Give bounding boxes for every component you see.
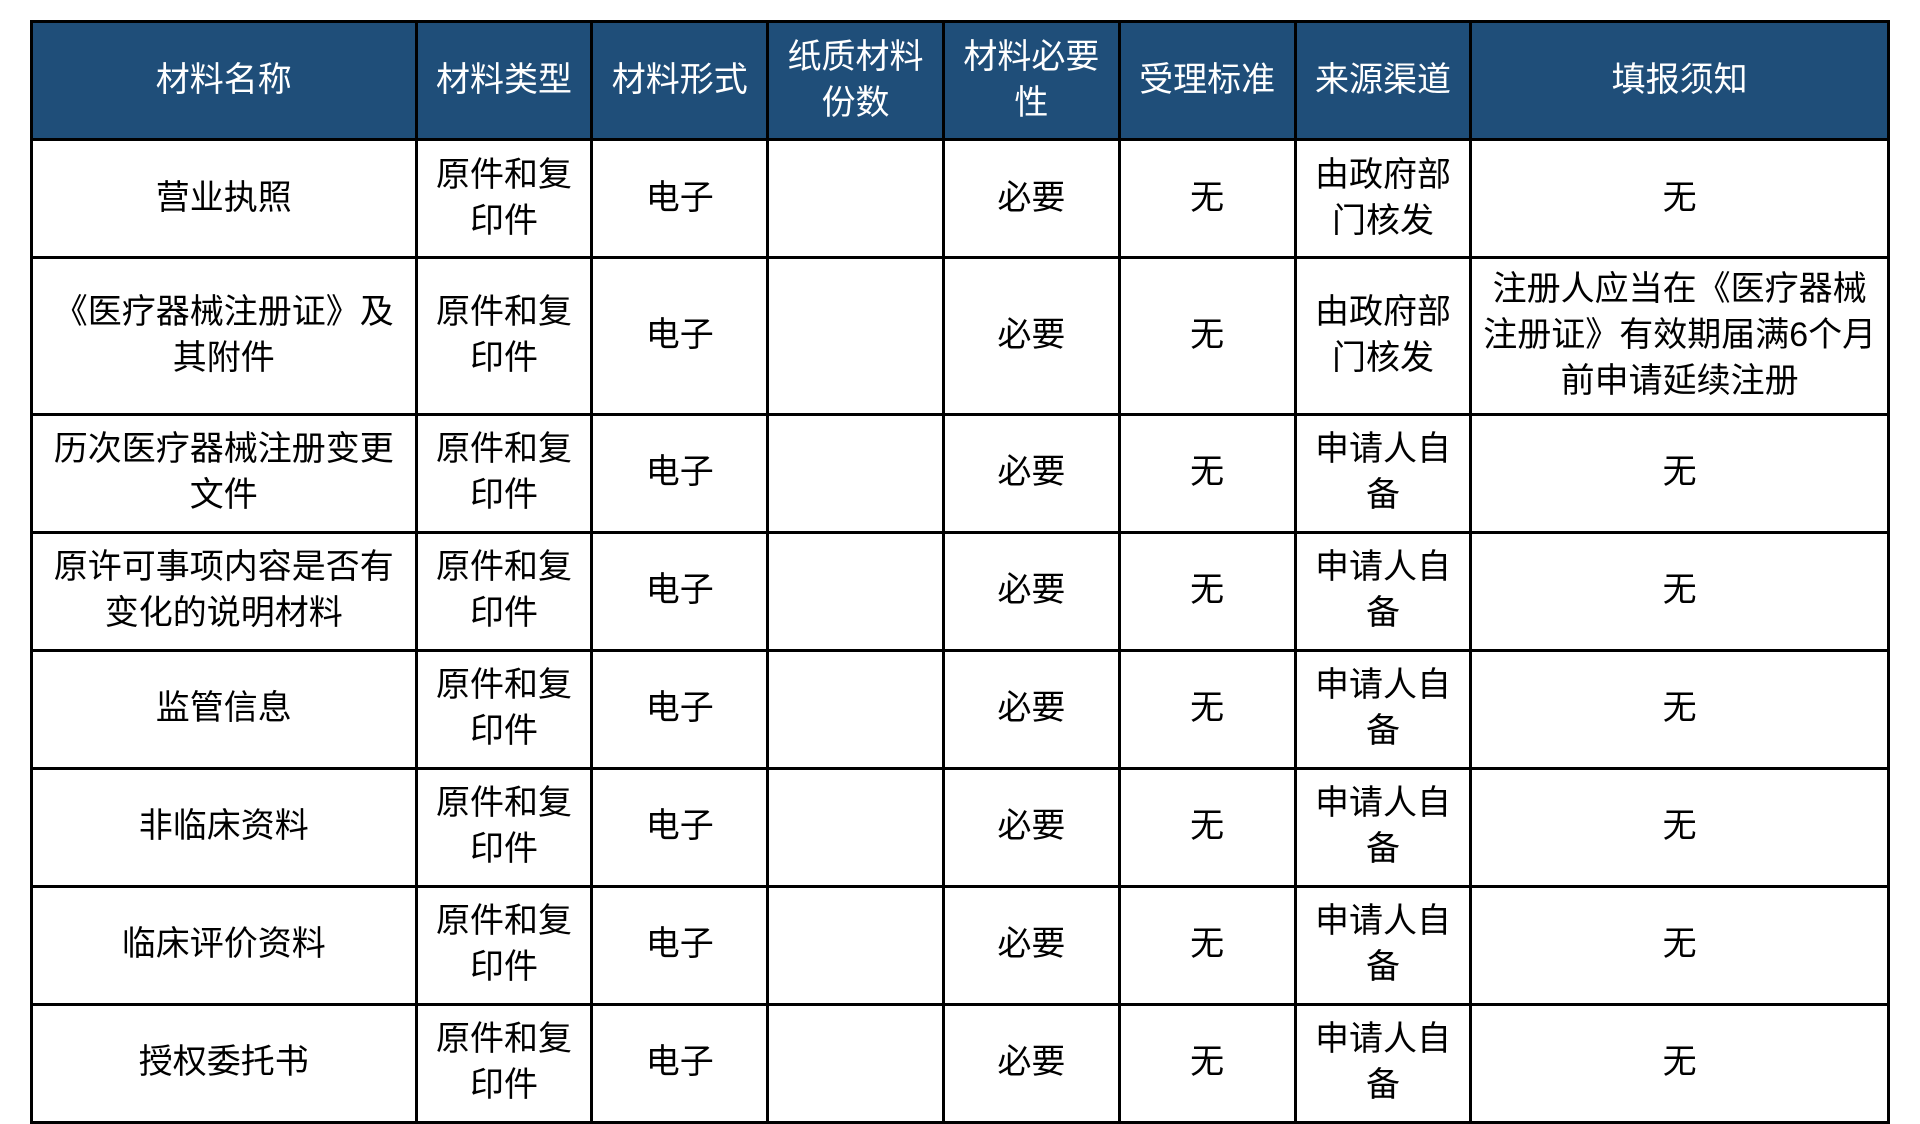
cell-name: 临床评价资料 [32, 886, 417, 1004]
cell-source: 申请人自备 [1295, 886, 1471, 1004]
cell-necessity: 必要 [943, 886, 1119, 1004]
materials-table: 材料名称 材料类型 材料形式 纸质材料份数 材料必要性 受理标准 来源渠道 填报… [30, 20, 1890, 1124]
cell-notice: 无 [1471, 1004, 1889, 1122]
cell-necessity: 必要 [943, 768, 1119, 886]
cell-copies [768, 258, 944, 415]
cell-necessity: 必要 [943, 414, 1119, 532]
cell-standard: 无 [1119, 650, 1295, 768]
cell-standard: 无 [1119, 886, 1295, 1004]
cell-source: 申请人自备 [1295, 1004, 1471, 1122]
cell-name: 非临床资料 [32, 768, 417, 886]
cell-form: 电子 [592, 1004, 768, 1122]
cell-standard: 无 [1119, 258, 1295, 415]
cell-necessity: 必要 [943, 532, 1119, 650]
cell-source: 申请人自备 [1295, 414, 1471, 532]
cell-type: 原件和复印件 [416, 1004, 592, 1122]
cell-form: 电子 [592, 886, 768, 1004]
cell-type: 原件和复印件 [416, 886, 592, 1004]
cell-source: 申请人自备 [1295, 768, 1471, 886]
table-row: 营业执照原件和复印件电子必要无由政府部门核发无 [32, 140, 1889, 258]
cell-source: 由政府部门核发 [1295, 140, 1471, 258]
cell-name: 授权委托书 [32, 1004, 417, 1122]
cell-name: 原许可事项内容是否有变化的说明材料 [32, 532, 417, 650]
table-row: 临床评价资料原件和复印件电子必要无申请人自备无 [32, 886, 1889, 1004]
cell-necessity: 必要 [943, 1004, 1119, 1122]
table-row: 监管信息原件和复印件电子必要无申请人自备无 [32, 650, 1889, 768]
cell-source: 申请人自备 [1295, 532, 1471, 650]
cell-necessity: 必要 [943, 258, 1119, 415]
cell-type: 原件和复印件 [416, 532, 592, 650]
table-row: 《医疗器械注册证》及其附件原件和复印件电子 必要无由政府部门核发注册人应当在《医疗… [32, 258, 1889, 415]
cell-type: 原件和复印件 [416, 768, 592, 886]
table-row: 授权委托书原件和复印件电子必要无申请人自备无 [32, 1004, 1889, 1122]
cell-copies [768, 650, 944, 768]
cell-standard: 无 [1119, 532, 1295, 650]
cell-copies [768, 532, 944, 650]
th-standard: 受理标准 [1119, 22, 1295, 140]
cell-name: 监管信息 [32, 650, 417, 768]
cell-type: 原件和复印件 [416, 414, 592, 532]
cell-standard: 无 [1119, 140, 1295, 258]
th-notice: 填报须知 [1471, 22, 1889, 140]
cell-name: 历次医疗器械注册变更文件 [32, 414, 417, 532]
cell-form: 电子 [592, 258, 768, 415]
table-body: 营业执照原件和复印件电子必要无由政府部门核发无《医疗器械注册证》及其附件原件和复… [32, 140, 1889, 1123]
table-header-row: 材料名称 材料类型 材料形式 纸质材料份数 材料必要性 受理标准 来源渠道 填报… [32, 22, 1889, 140]
cell-copies [768, 1004, 944, 1122]
cell-copies [768, 886, 944, 1004]
cell-copies [768, 768, 944, 886]
cell-notice: 注册人应当在《医疗器械注册证》有效期届满6个月前申请延续注册 [1471, 258, 1889, 415]
th-necessity: 材料必要性 [943, 22, 1119, 140]
cell-copies [768, 140, 944, 258]
cell-standard: 无 [1119, 1004, 1295, 1122]
cell-necessity: 必要 [943, 650, 1119, 768]
cell-notice: 无 [1471, 414, 1889, 532]
table-row: 非临床资料原件和复印件电子必要无申请人自备无 [32, 768, 1889, 886]
table-header: 材料名称 材料类型 材料形式 纸质材料份数 材料必要性 受理标准 来源渠道 填报… [32, 22, 1889, 140]
cell-copies [768, 414, 944, 532]
cell-type: 原件和复印件 [416, 140, 592, 258]
cell-notice: 无 [1471, 140, 1889, 258]
cell-type: 原件和复印件 [416, 258, 592, 415]
cell-name: 营业执照 [32, 140, 417, 258]
table-row: 历次医疗器械注册变更文件原件和复印件电子必要无申请人自备无 [32, 414, 1889, 532]
cell-necessity: 必要 [943, 140, 1119, 258]
cell-type: 原件和复印件 [416, 650, 592, 768]
cell-form: 电子 [592, 414, 768, 532]
cell-form: 电子 [592, 140, 768, 258]
cell-name: 《医疗器械注册证》及其附件 [32, 258, 417, 415]
th-type: 材料类型 [416, 22, 592, 140]
table-row: 原许可事项内容是否有变化的说明材料原件和复印件电子必要无申请人自备无 [32, 532, 1889, 650]
cell-notice: 无 [1471, 650, 1889, 768]
cell-source: 申请人自备 [1295, 650, 1471, 768]
cell-notice: 无 [1471, 886, 1889, 1004]
th-form: 材料形式 [592, 22, 768, 140]
cell-form: 电子 [592, 768, 768, 886]
th-name: 材料名称 [32, 22, 417, 140]
cell-form: 电子 [592, 532, 768, 650]
cell-source: 由政府部门核发 [1295, 258, 1471, 415]
cell-standard: 无 [1119, 414, 1295, 532]
cell-notice: 无 [1471, 768, 1889, 886]
cell-form: 电子 [592, 650, 768, 768]
cell-standard: 无 [1119, 768, 1295, 886]
th-source: 来源渠道 [1295, 22, 1471, 140]
cell-notice: 无 [1471, 532, 1889, 650]
th-copies: 纸质材料份数 [768, 22, 944, 140]
